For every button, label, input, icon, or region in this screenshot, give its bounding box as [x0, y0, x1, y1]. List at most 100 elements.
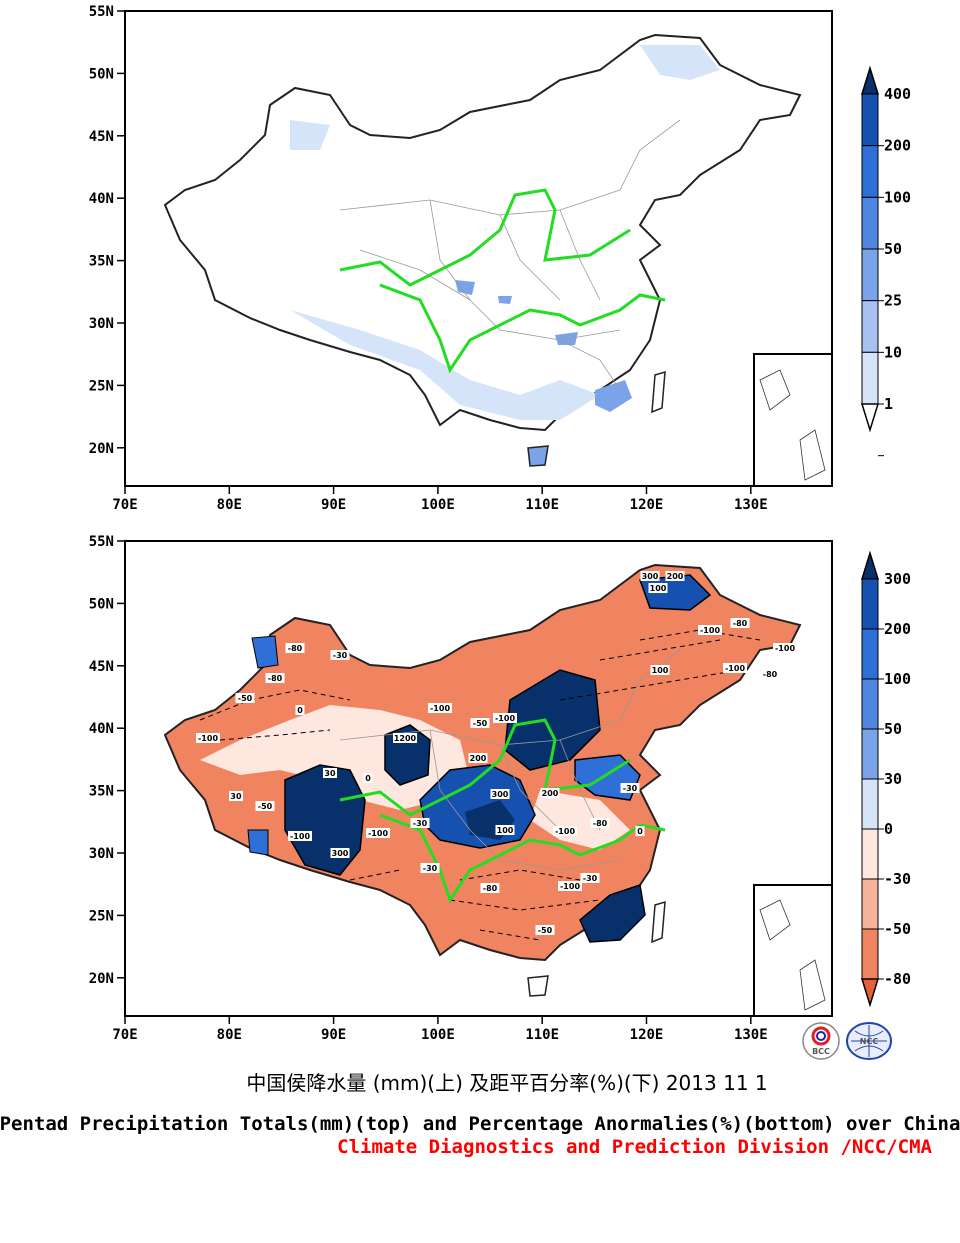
top-yangtze-river	[379, 283, 666, 374]
colorbar-top-triangle	[860, 65, 880, 95]
contour-label: 300	[332, 849, 349, 858]
lat-tick-label: 20N	[89, 971, 114, 987]
bottom-taiwan	[651, 900, 666, 944]
contour-label: -30	[623, 784, 638, 793]
lat-tick-label: 35N	[89, 784, 114, 800]
colorbar-bottom-triangle	[860, 978, 880, 1008]
contour-label: -30	[423, 864, 438, 873]
lat-tick-label: 45N	[89, 659, 114, 675]
contour-label: -100	[368, 829, 388, 838]
contour-label-bg	[558, 881, 582, 891]
contour-label: -100	[725, 664, 745, 673]
contour-label: 200	[667, 572, 684, 581]
credit-line: Climate Diagnostics and Prediction Divis…	[337, 1136, 932, 1158]
colorbar-bottom-triangle	[860, 403, 880, 433]
bcc-logo-text: BCC	[812, 1047, 830, 1056]
bottom-lat-labels: 55N 50N 45N 40N 35N 30N 25N 20N	[89, 534, 125, 987]
top-lat-labels: 55N 50N 45N 40N 35N 30N 25N 20N	[89, 4, 125, 457]
contour-label-bg	[410, 818, 430, 828]
contour-label-bg	[723, 663, 747, 673]
contour-label-bg	[580, 873, 600, 883]
contour-label: 0	[637, 827, 643, 836]
colorbar-box	[861, 93, 879, 147]
top-map-china	[163, 33, 802, 467]
contour-label-bg	[590, 818, 610, 828]
lat-tick-label: 30N	[89, 846, 114, 862]
colorbar-label: -80	[884, 970, 911, 988]
colorbar-box	[861, 145, 879, 198]
contour-label-bg	[229, 791, 243, 801]
top-lon-labels: 70E 80E 90E 100E 110E 120E 130E	[112, 486, 768, 513]
contour-label-bg	[285, 643, 305, 653]
colorbar-label: 100	[884, 670, 911, 688]
contour-label-bg	[773, 643, 797, 653]
contour-label: 30	[230, 792, 242, 801]
top-hainan	[527, 445, 549, 467]
colorbar-label: 200	[884, 620, 911, 638]
lon-tick-label: 100E	[421, 497, 455, 513]
contour-label: 100	[652, 666, 669, 675]
lon-tick-label: 70E	[112, 1027, 137, 1043]
top-blue-patches	[455, 280, 632, 412]
lat-tick-label: 20N	[89, 441, 114, 457]
contour-label: -80	[763, 670, 778, 679]
bottom-contour-lines	[199, 629, 761, 941]
contour-label-bg	[393, 733, 417, 743]
colorbar-box	[861, 196, 879, 250]
colorbar-label: 400	[884, 85, 911, 103]
contour-label-bg	[468, 753, 488, 763]
contour-label: -80	[288, 644, 303, 653]
colorbar-label: 100	[884, 188, 911, 206]
top-province-lines	[339, 119, 681, 391]
top-inset-box	[753, 353, 833, 487]
colorbar-label: 1	[884, 395, 893, 413]
lat-tick-label: 50N	[89, 66, 114, 82]
contour-label: 0	[365, 774, 371, 783]
contour-label-bg	[648, 583, 668, 593]
contour-label: -80	[483, 884, 498, 893]
contour-label-bg	[490, 789, 510, 799]
bottom-inset-box	[753, 884, 833, 1017]
contour-label: -100	[495, 714, 515, 723]
contour-label: -80	[733, 619, 748, 628]
contour-label: 200	[542, 789, 559, 798]
contour-label-bg	[493, 713, 517, 723]
colorbar-box	[861, 828, 879, 880]
colorbar-label: 50	[884, 240, 902, 258]
contour-label-bg	[650, 665, 670, 675]
contour-label: -100	[700, 626, 720, 635]
lon-tick-label: 80E	[217, 497, 242, 513]
ncc-logo: NCC	[846, 1022, 892, 1060]
contour-label-bg	[635, 826, 645, 836]
lat-tick-label: 25N	[89, 378, 114, 394]
bottom-blue-north	[504, 669, 601, 771]
contour-label-bg	[196, 733, 220, 743]
contour-label-bg	[288, 831, 312, 841]
title-chinese: 中国侯降水量 (mm)(上) 及距平百分率(%)(下) 2013 11 1	[246, 1071, 767, 1095]
contour-label: 300	[492, 790, 509, 799]
contour-label-bg	[698, 625, 722, 635]
lat-tick-label: 55N	[89, 534, 114, 550]
title-english: Pentad Precipitation Totals(mm)(top) and…	[0, 1113, 960, 1135]
contour-label: -30	[333, 651, 348, 660]
contour-label-bg	[535, 925, 555, 935]
colorbar-box	[861, 578, 879, 630]
contour-label: -50	[238, 694, 253, 703]
colorbar-label: 30	[884, 770, 902, 788]
colorbar-label: 50	[884, 720, 902, 738]
lat-tick-label: 50N	[89, 596, 114, 612]
contour-label-bg	[470, 718, 490, 728]
colorbar-label: 0	[884, 820, 893, 838]
contour-label: -100	[560, 882, 580, 891]
colorbar-label: 300	[884, 570, 911, 588]
contour-label-bg	[620, 783, 640, 793]
bottom-blue-southeast	[579, 884, 646, 943]
contour-label-bg	[420, 863, 440, 873]
contour-label: 300	[642, 572, 659, 581]
contour-label: -100	[198, 734, 218, 743]
lon-tick-label: 130E	[734, 497, 768, 513]
contour-label-bg	[366, 828, 390, 838]
